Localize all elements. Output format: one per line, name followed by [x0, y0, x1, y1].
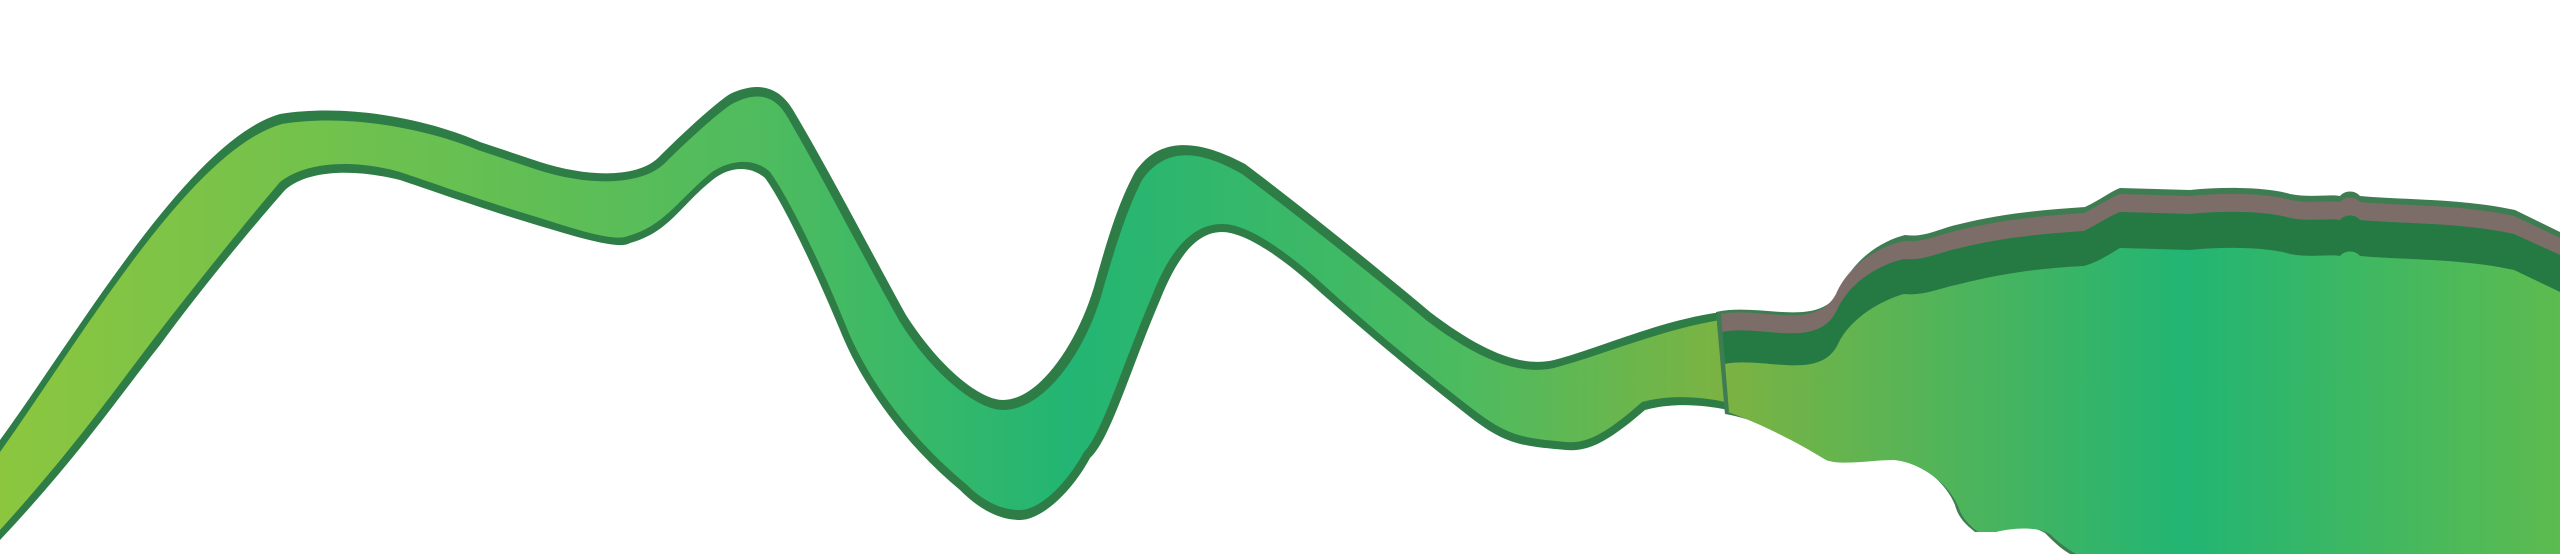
left-ribbon — [0, 96, 1725, 530]
ribbon-seam — [1717, 313, 1729, 413]
right-blob-band-mauve — [1720, 193, 2560, 334]
right-blob-band-green — [1722, 211, 2560, 366]
right-blob — [1724, 247, 2560, 554]
